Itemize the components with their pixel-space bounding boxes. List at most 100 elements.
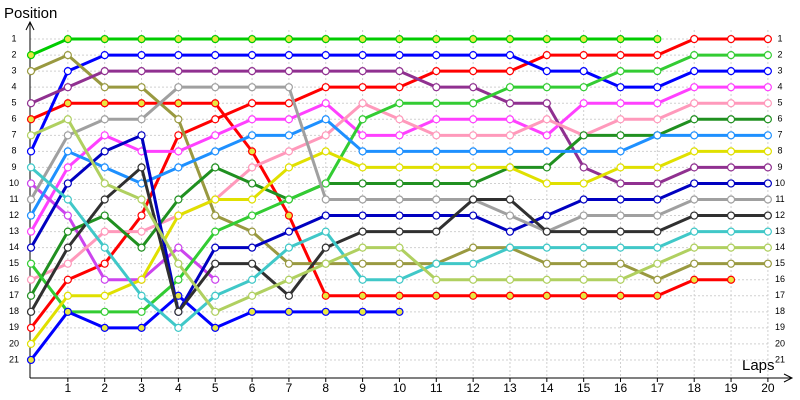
point [26,163,36,172]
point [137,163,146,172]
point [63,67,72,76]
point [100,163,109,172]
point [579,211,588,220]
x-tick-label: 1 [65,381,72,395]
point [174,131,183,140]
point [542,163,551,172]
y-tick-label-right: 17 [775,290,785,300]
point [358,50,367,60]
y-tick-label-right: 19 [775,322,785,332]
point [432,211,441,220]
point [726,259,736,268]
point [247,275,257,284]
point [690,179,699,188]
point [358,147,367,156]
point [542,67,551,76]
point [358,67,367,76]
x-tick-label: 20 [761,381,775,395]
point [395,131,404,140]
x-tick-label: 7 [286,381,293,395]
point [395,291,404,300]
point [137,211,146,220]
point [653,115,662,124]
point [763,67,772,76]
point [174,243,183,252]
point [100,211,109,220]
point [763,163,772,172]
point [174,259,183,268]
point [26,195,36,204]
point [63,179,72,188]
point [321,179,330,188]
point [137,227,146,236]
point [579,243,588,252]
x-tick-label: 5 [212,381,219,395]
point [358,259,367,268]
point [579,83,588,92]
point [653,163,662,172]
point [174,50,183,60]
point [542,99,551,108]
y-tick-label: 21 [9,354,19,364]
x-tick-label: 3 [138,381,145,395]
point [616,163,625,172]
point [174,323,183,332]
point [432,179,441,188]
y-tick-label-right: 10 [775,178,785,188]
point [395,243,404,252]
point [284,307,294,316]
point [137,99,146,108]
point [542,115,551,124]
point [469,195,478,204]
point [579,227,588,236]
point [247,243,257,252]
point [63,275,72,284]
point [690,227,699,236]
y-tick-label: 16 [9,274,19,284]
point [690,147,699,156]
point [321,34,330,44]
point [63,259,72,268]
point [63,291,72,300]
point [284,275,294,284]
point [26,323,36,332]
point [284,115,294,124]
point [26,355,36,365]
y-tick-label-right: 8 [777,146,782,156]
point [469,131,478,140]
point [211,211,220,220]
point [26,339,36,349]
point [137,307,146,316]
y-tick-label-right: 16 [775,274,785,284]
point [26,115,36,124]
point [321,195,330,204]
point [211,83,220,92]
point [432,131,441,140]
point [690,211,699,220]
point [284,99,294,108]
point [763,50,772,60]
point [395,34,404,44]
x-tick-label: 15 [577,381,591,395]
point [26,67,36,76]
point [137,291,146,300]
series-line [30,37,658,57]
point [284,131,294,140]
y-tick-label: 7 [11,130,16,140]
point [726,211,736,220]
y-tick-label-right: 20 [775,338,785,348]
y-tick-label: 8 [11,146,16,156]
point [247,99,257,108]
x-tick-label: 2 [101,381,108,395]
y-tick-label: 6 [11,114,16,124]
y-tick-label-right: 6 [777,114,782,124]
point [469,163,478,172]
point [137,131,146,140]
point [469,259,478,268]
point [395,227,404,236]
point [358,83,367,92]
point [247,131,257,140]
point [395,99,404,108]
y-tick-label: 18 [9,306,19,316]
point [174,147,183,156]
